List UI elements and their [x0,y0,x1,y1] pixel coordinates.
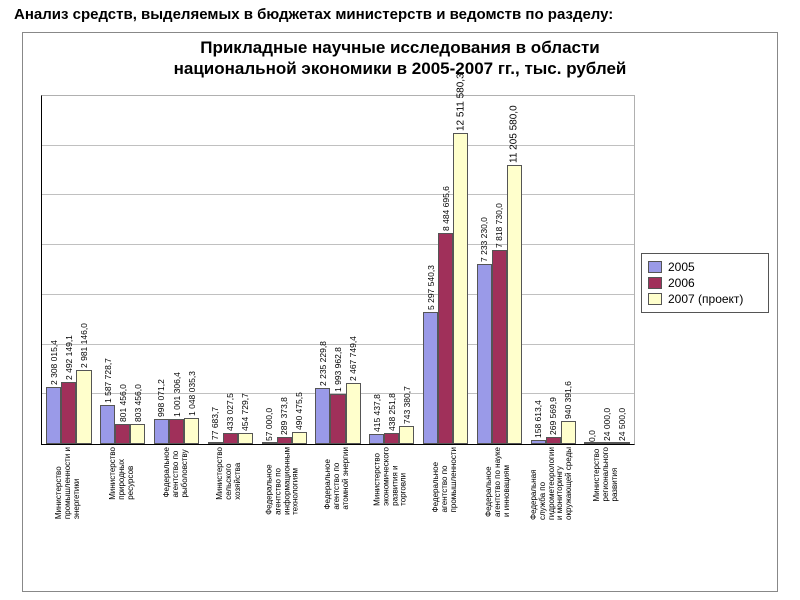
bar-value-labels: 7 233 230,07 818 730,011 205 580,0 [477,96,522,444]
bar-value-label: 1 587 728,7 [100,96,115,444]
bar-value-labels: 57 000,0289 373,8490 475,5 [262,96,307,444]
legend-label: 2005 [668,260,695,274]
bar-value-label: 2 467 749,4 [346,96,361,444]
bar-value-label: 158 613,4 [531,96,546,444]
category-label: Федеральное агентство по атомной энергии [310,443,364,591]
legend-label: 2006 [668,276,695,290]
category-label: Министерство сельского хозяйства [202,443,256,591]
bar-value-label: 2 308 015,4 [46,96,61,444]
bar-value-label: 7 233 230,0 [477,96,492,444]
bar-value-label: 743 380,7 [399,96,414,444]
bar-value-label: 269 569,9 [546,96,561,444]
bar-group: 7 233 230,07 818 730,011 205 580,0 [473,96,527,444]
bar-value-label: 2 235 229,8 [315,96,330,444]
bar-value-label: 24 000,0 [600,96,615,444]
bar-value-labels: 2 235 229,81 993 962,82 467 749,4 [315,96,360,444]
bar-groups: 2 308 015,42 492 149,12 981 146,01 587 7… [42,96,634,444]
bar-value-label: 289 373,8 [277,96,292,444]
page: Анализ средств, выделяемых в бюджетах ми… [0,0,800,600]
bar-value-label: 77 683,7 [208,96,223,444]
bar-value-label: 24 500,0 [615,96,630,444]
chart-plot-area: 2 308 015,42 492 149,12 981 146,01 587 7… [41,95,635,445]
bar-value-label: 801 456,0 [115,96,130,444]
bar-value-labels: 2 308 015,42 492 149,12 981 146,0 [46,96,91,444]
bar-value-labels: 158 613,4269 569,9940 391,6 [531,96,576,444]
bar-value-label: 8 484 695,6 [438,96,453,444]
bar-value-label: 12 511 580,3 [453,96,468,444]
bar-value-label: 415 437,8 [369,96,384,444]
bar-value-label: 2 981 146,0 [76,96,91,444]
bar-value-label: 940 391,6 [561,96,576,444]
bar-group: 57 000,0289 373,8490 475,5 [257,96,311,444]
legend-item: 2005 [648,260,762,274]
chart-title-line1: Прикладные научные исследования в област… [33,37,767,58]
bar-value-labels: 415 437,8438 251,8743 380,7 [369,96,414,444]
bar-value-labels: 77 683,7433 027,5454 729,7 [208,96,253,444]
bar-value-labels: 998 071,21 001 306,41 048 035,3 [154,96,199,444]
bar-value-label: 0,0 [584,96,599,444]
category-label: Федеральное агентство по рыболовству [149,443,203,591]
bar-group: 5 297 540,38 484 695,612 511 580,3 [419,96,473,444]
chart-title-line2: национальной экономики в 2005-2007 гг., … [33,58,767,79]
bar-value-labels: 1 587 728,7801 456,0803 456,0 [100,96,145,444]
bar-value-label: 11 205 580,0 [507,96,522,444]
category-label: Министерство промышленности и энергетики [41,443,95,591]
bar-group: 2 235 229,81 993 962,82 467 749,4 [311,96,365,444]
bar-group: 77 683,7433 027,5454 729,7 [203,96,257,444]
category-label: Министерство экономического развития и т… [364,443,418,591]
legend-swatch [648,261,662,273]
bar-value-label: 5 297 540,3 [423,96,438,444]
bar-value-label: 7 818 730,0 [492,96,507,444]
category-label: Министерство природных ресурсов [95,443,149,591]
bar-value-label: 1 048 035,3 [184,96,199,444]
legend-swatch [648,293,662,305]
bar-value-label: 1 001 306,4 [169,96,184,444]
category-axis: Министерство промышленности и энергетики… [41,443,633,591]
bar-value-labels: 5 297 540,38 484 695,612 511 580,3 [423,96,468,444]
category-label: Федеральное агентство по промышленности [418,443,472,591]
legend-item: 2007 (проект) [648,292,762,306]
bar-group: 158 613,4269 569,9940 391,6 [526,96,580,444]
category-label: Федеральная служба по гидрометеорологии … [525,443,579,591]
bar-group: 1 587 728,7801 456,0803 456,0 [96,96,150,444]
bar-group: 0,024 000,024 500,0 [580,96,634,444]
bar-value-label: 57 000,0 [262,96,277,444]
category-label: Федеральное агентство по науке и инновац… [472,443,526,591]
bar-value-label: 433 027,5 [223,96,238,444]
chart-title: Прикладные научные исследования в област… [23,33,777,86]
bar-value-label: 998 071,2 [154,96,169,444]
bar-value-labels: 0,024 000,024 500,0 [584,96,629,444]
legend-label: 2007 (проект) [668,292,743,306]
page-heading: Анализ средств, выделяемых в бюджетах ми… [0,6,800,29]
bar-value-label: 1 993 962,8 [330,96,345,444]
bar-value-label: 490 475,5 [292,96,307,444]
bar-value-label: 803 456,0 [130,96,145,444]
category-label: Министерство регионального развития [579,443,633,591]
legend-swatch [648,277,662,289]
bar-group: 998 071,21 001 306,41 048 035,3 [150,96,204,444]
chart-container: Прикладные научные исследования в област… [22,32,778,592]
bar-group: 2 308 015,42 492 149,12 981 146,0 [42,96,96,444]
bar-value-label: 454 729,7 [238,96,253,444]
chart-legend: 2005 2006 2007 (проект) [641,253,769,313]
bar-value-label: 2 492 149,1 [61,96,76,444]
bar-value-label: 438 251,8 [384,96,399,444]
category-label: Федеральное агентство по информационным … [256,443,310,591]
bar-group: 415 437,8438 251,8743 380,7 [365,96,419,444]
legend-item: 2006 [648,276,762,290]
